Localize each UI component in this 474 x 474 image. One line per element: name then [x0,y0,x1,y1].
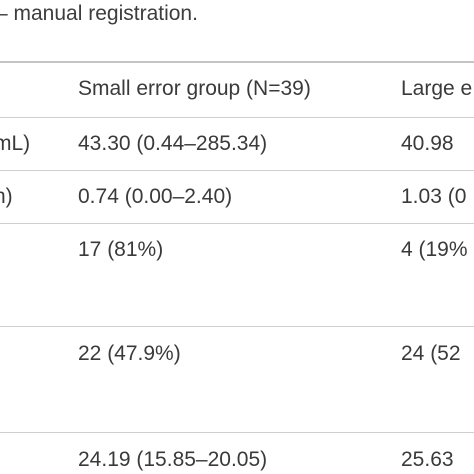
row-label: n) [0,185,13,208]
cell-small-group: 43.30 (0.44–285.34) [78,132,268,155]
cell-large-group: 1.03 (0 [401,185,467,208]
cell-small-group: 17 (81%) [78,238,164,261]
cell-small-group: 22 (47.9%) [78,342,181,365]
row-divider [0,223,474,224]
cell-small-group: 24.19 (15.85–20.05) [78,448,268,471]
row-divider [0,117,474,118]
cell-large-group: 25.63 [401,448,454,471]
header-large-error-group: Large e [401,77,473,100]
row-label: mL) [0,132,31,155]
row-divider [0,170,474,171]
cell-large-group: 24 (52 [401,342,461,365]
header-small-error-group: Small error group (N=39) [78,77,311,100]
cell-large-group: 4 (19% [401,238,468,261]
table-caption: – manual registration. [0,2,198,25]
cell-large-group: 40.98 [401,132,454,155]
cell-small-group: 0.74 (0.00–2.40) [78,185,233,208]
table-top-rule [0,61,474,63]
row-divider [0,432,474,433]
row-divider [0,326,474,327]
